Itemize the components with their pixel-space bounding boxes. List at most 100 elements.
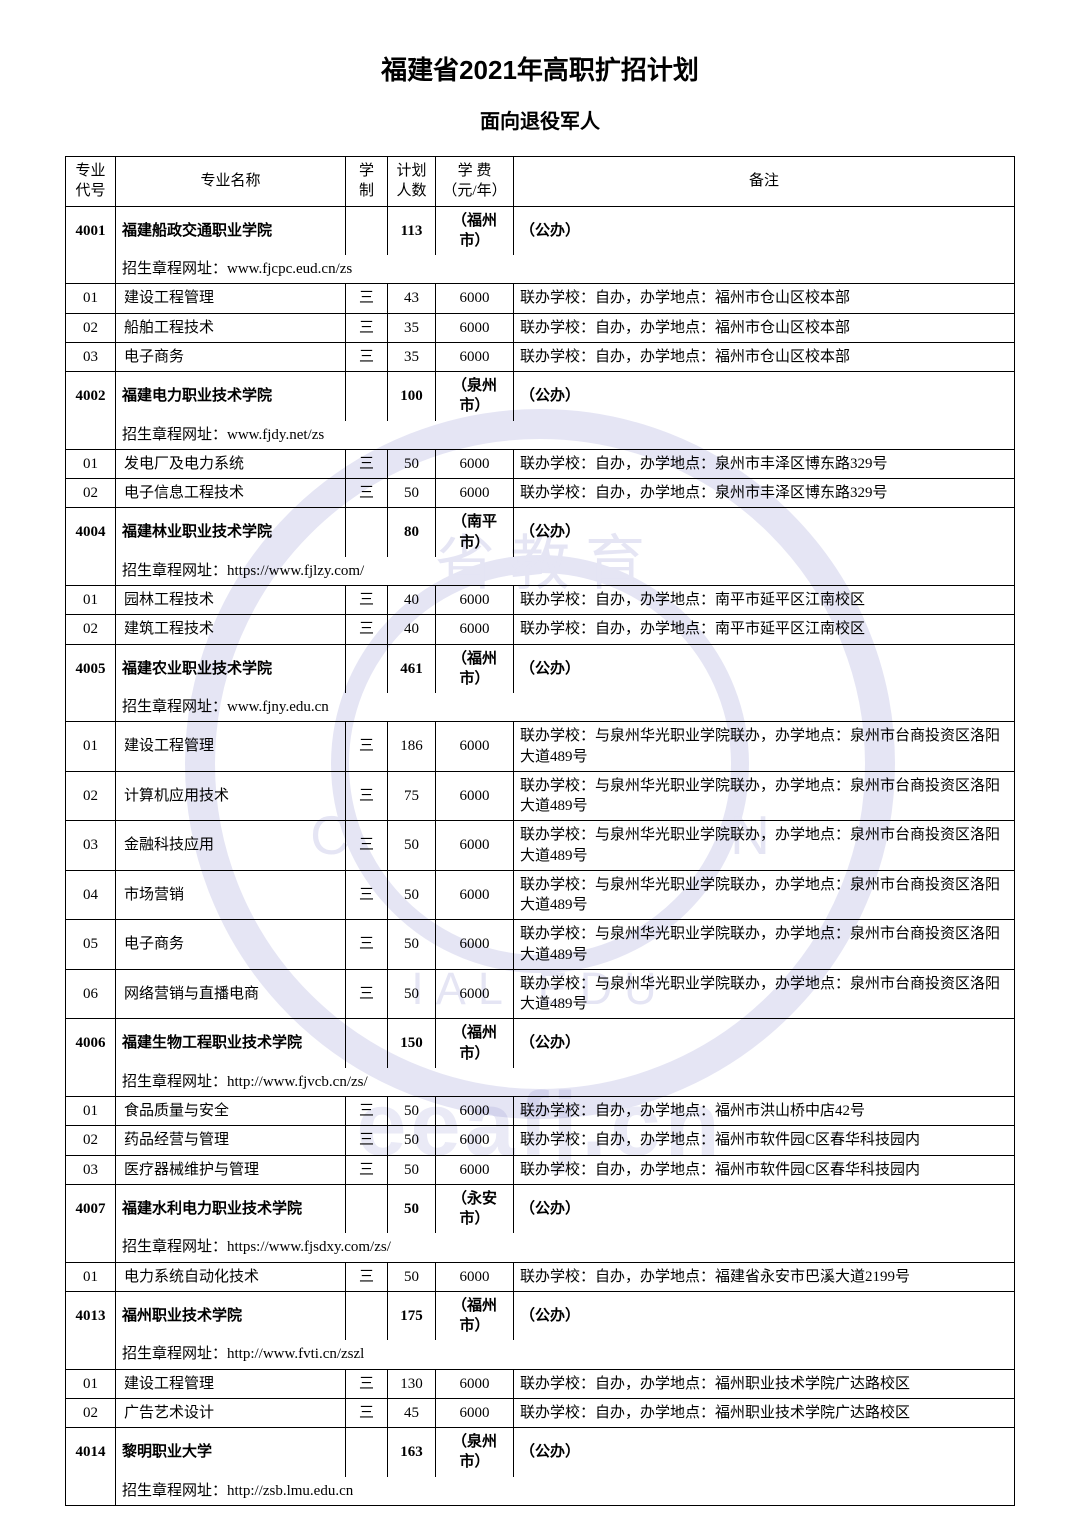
url-blank — [66, 1340, 116, 1369]
major-remark: 联办学校：自办，办学地点：福州市仓山区校本部 — [514, 313, 1015, 342]
school-url: 招生章程网址：www.fjcpc.eud.cn/zs — [116, 255, 1015, 284]
school-city: （泉州市） — [436, 372, 514, 421]
school-type: （公办） — [514, 206, 1015, 255]
school-city: （泉州市） — [436, 1428, 514, 1477]
school-city: （南平市） — [436, 508, 514, 557]
major-duration: 三 — [346, 771, 388, 821]
major-fee: 6000 — [436, 1155, 514, 1184]
school-city: （福州市） — [436, 206, 514, 255]
school-dur-blank — [346, 508, 388, 557]
school-name: 福建水利电力职业技术学院 — [116, 1184, 346, 1233]
major-row: 05电子商务三506000联办学校：与泉州华光职业学院联办，办学地点：泉州市台商… — [66, 920, 1015, 970]
major-row: 03电子商务三356000联办学校：自办，办学地点：福州市仓山区校本部 — [66, 342, 1015, 371]
th-code: 专业代号 — [66, 157, 116, 207]
major-row: 02船舶工程技术三356000联办学校：自办，办学地点：福州市仓山区校本部 — [66, 313, 1015, 342]
school-url: 招生章程网址：http://www.fjvcb.cn/zs/ — [116, 1068, 1015, 1097]
major-row: 01建设工程管理三436000联办学校：自办，办学地点：福州市仓山区校本部 — [66, 284, 1015, 313]
major-code: 01 — [66, 449, 116, 478]
major-duration: 三 — [346, 969, 388, 1019]
school-dur-blank — [346, 1019, 388, 1068]
major-row: 04市场营销三506000联办学校：与泉州华光职业学院联办，办学地点：泉州市台商… — [66, 870, 1015, 920]
school-url-row: 招生章程网址：www.fjdy.net/zs — [66, 421, 1015, 450]
school-code: 4005 — [66, 644, 116, 693]
major-remark: 联办学校：自办，办学地点：福州职业技术学院广达路校区 — [514, 1398, 1015, 1427]
major-plan: 35 — [388, 313, 436, 342]
major-plan: 50 — [388, 449, 436, 478]
url-blank — [66, 1477, 116, 1506]
major-row: 03金融科技应用三506000联办学校：与泉州华光职业学院联办，办学地点：泉州市… — [66, 821, 1015, 871]
major-code: 02 — [66, 1398, 116, 1427]
major-code: 06 — [66, 969, 116, 1019]
major-plan: 130 — [388, 1369, 436, 1398]
major-remark: 联办学校：与泉州华光职业学院联办，办学地点：泉州市台商投资区洛阳大道489号 — [514, 969, 1015, 1019]
school-code: 4014 — [66, 1428, 116, 1477]
major-code: 02 — [66, 615, 116, 644]
major-code: 02 — [66, 1126, 116, 1155]
major-fee: 6000 — [436, 1369, 514, 1398]
school-dur-blank — [346, 644, 388, 693]
school-code: 4007 — [66, 1184, 116, 1233]
major-code: 02 — [66, 771, 116, 821]
major-fee: 6000 — [436, 449, 514, 478]
school-plan: 100 — [388, 372, 436, 421]
major-remark: 联办学校：自办，办学地点：福州市洪山桥中店42号 — [514, 1097, 1015, 1126]
major-duration: 三 — [346, 615, 388, 644]
school-dur-blank — [346, 1184, 388, 1233]
major-remark: 联办学校：自办，办学地点：南平市延平区江南校区 — [514, 615, 1015, 644]
major-name: 建设工程管理 — [116, 284, 346, 313]
school-type: （公办） — [514, 1019, 1015, 1068]
major-fee: 6000 — [436, 722, 514, 772]
major-remark: 联办学校：与泉州华光职业学院联办，办学地点：泉州市台商投资区洛阳大道489号 — [514, 722, 1015, 772]
major-name: 电子商务 — [116, 920, 346, 970]
school-url: 招生章程网址：https://www.fjlzy.com/ — [116, 557, 1015, 586]
school-url-row: 招生章程网址：http://zsb.lmu.edu.cn — [66, 1477, 1015, 1506]
url-blank — [66, 693, 116, 722]
school-city: （福州市） — [436, 1291, 514, 1340]
major-code: 03 — [66, 821, 116, 871]
school-url: 招生章程网址：http://zsb.lmu.edu.cn — [116, 1477, 1015, 1506]
school-plan: 80 — [388, 508, 436, 557]
school-row: 4001福建船政交通职业学院113（福州市）（公办） — [66, 206, 1015, 255]
major-row: 01电力系统自动化技术三506000联办学校：自办，办学地点：福建省永安市巴溪大… — [66, 1262, 1015, 1291]
major-code: 03 — [66, 342, 116, 371]
major-row: 03医疗器械维护与管理三506000联办学校：自办，办学地点：福州市软件园C区春… — [66, 1155, 1015, 1184]
major-duration: 三 — [346, 920, 388, 970]
major-plan: 50 — [388, 920, 436, 970]
th-plan: 计划人数 — [388, 157, 436, 207]
major-remark: 联办学校：自办，办学地点：福州市仓山区校本部 — [514, 342, 1015, 371]
school-code: 4001 — [66, 206, 116, 255]
school-name: 福建生物工程职业技术学院 — [116, 1019, 346, 1068]
major-row: 01发电厂及电力系统三506000联办学校：自办，办学地点：泉州市丰泽区博东路3… — [66, 449, 1015, 478]
school-city: （永安市） — [436, 1184, 514, 1233]
major-duration: 三 — [346, 1126, 388, 1155]
major-plan: 50 — [388, 1097, 436, 1126]
major-plan: 50 — [388, 1155, 436, 1184]
major-fee: 6000 — [436, 313, 514, 342]
school-row: 4013福州职业技术学院175（福州市）（公办） — [66, 1291, 1015, 1340]
major-plan: 50 — [388, 870, 436, 920]
school-dur-blank — [346, 1428, 388, 1477]
major-duration: 三 — [346, 870, 388, 920]
major-duration: 三 — [346, 821, 388, 871]
major-row: 02广告艺术设计三456000联办学校：自办，办学地点：福州职业技术学院广达路校… — [66, 1398, 1015, 1427]
school-plan: 175 — [388, 1291, 436, 1340]
school-code: 4006 — [66, 1019, 116, 1068]
school-city: （福州市） — [436, 644, 514, 693]
major-name: 园林工程技术 — [116, 586, 346, 615]
school-url-row: 招生章程网址：www.fjny.edu.cn — [66, 693, 1015, 722]
major-plan: 40 — [388, 586, 436, 615]
major-remark: 联办学校：自办，办学地点：福建省永安市巴溪大道2199号 — [514, 1262, 1015, 1291]
major-duration: 三 — [346, 449, 388, 478]
major-code: 03 — [66, 1155, 116, 1184]
major-duration: 三 — [346, 1262, 388, 1291]
th-duration: 学制 — [346, 157, 388, 207]
school-type: （公办） — [514, 372, 1015, 421]
major-name: 电力系统自动化技术 — [116, 1262, 346, 1291]
school-name: 福建农业职业技术学院 — [116, 644, 346, 693]
major-fee: 6000 — [436, 1126, 514, 1155]
major-fee: 6000 — [436, 615, 514, 644]
school-url: 招生章程网址：www.fjdy.net/zs — [116, 421, 1015, 450]
major-fee: 6000 — [436, 284, 514, 313]
school-name: 黎明职业大学 — [116, 1428, 346, 1477]
school-name: 福建船政交通职业学院 — [116, 206, 346, 255]
